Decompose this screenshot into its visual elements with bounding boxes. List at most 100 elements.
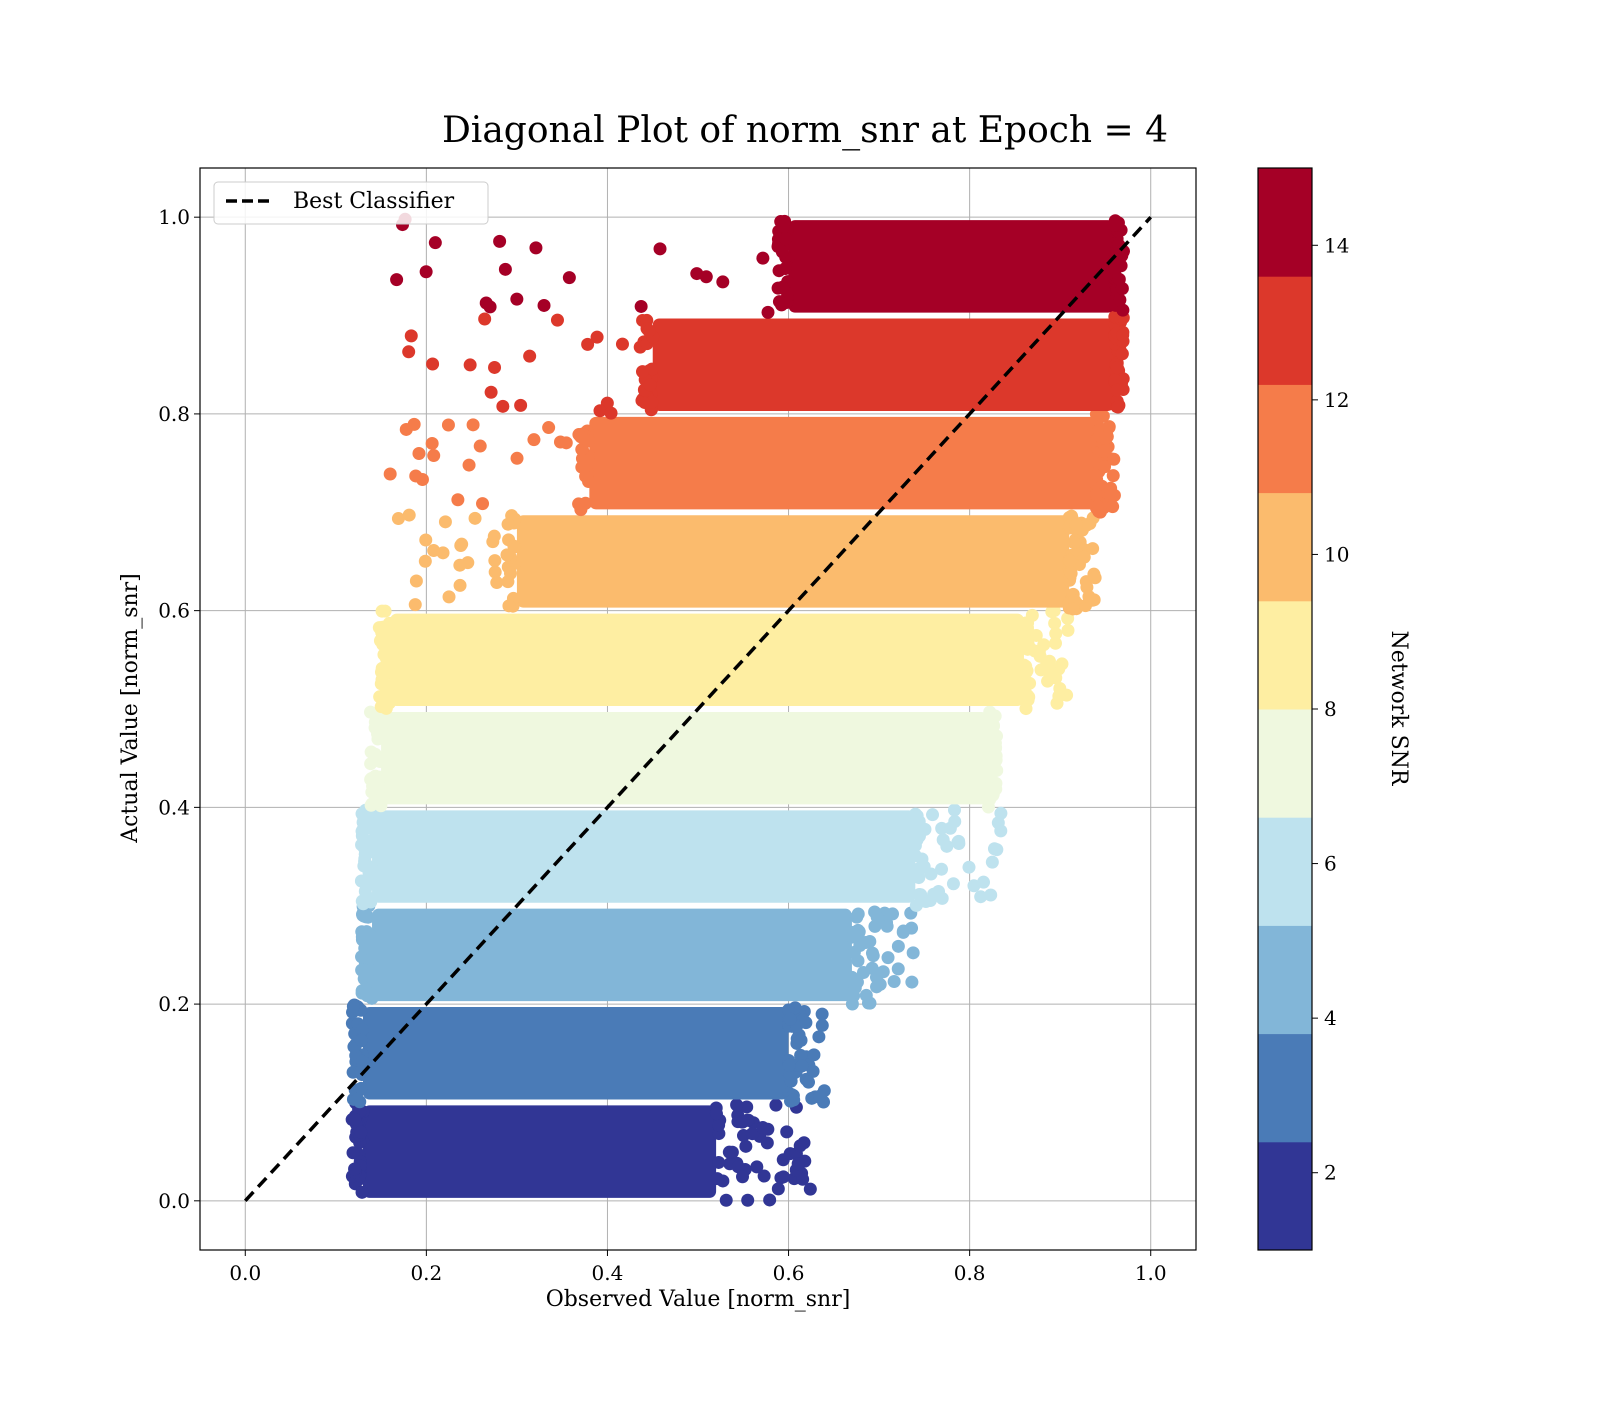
scatter-point: [390, 273, 404, 287]
scatter-point: [350, 1092, 364, 1106]
scatter-point: [962, 860, 976, 874]
scatter-point: [891, 939, 905, 953]
scatter-point: [891, 962, 905, 976]
scatter-point: [1082, 590, 1096, 604]
scatter-point: [383, 467, 397, 481]
colorbar-segment: [1258, 492, 1312, 602]
scatter-point: [948, 814, 962, 828]
scatter-point: [523, 349, 537, 363]
plot-area: [199, 167, 1197, 1251]
scatter-point: [653, 242, 667, 256]
scatter-point: [1017, 658, 1031, 672]
scatter-point: [984, 738, 998, 752]
colorbar-segment: [1258, 817, 1312, 926]
scatter-point: [1108, 373, 1122, 387]
scatter-point: [1061, 623, 1075, 637]
scatter-point: [412, 446, 426, 460]
scatter-point: [1086, 542, 1100, 556]
scatter-point: [881, 951, 895, 965]
scatter-point: [796, 1172, 810, 1186]
colorbar-ticks: 2 4 6 8 10 12 14: [1312, 233, 1349, 1185]
scatter-point: [1060, 688, 1074, 702]
scatter-point: [442, 590, 456, 604]
scatter-point: [500, 548, 514, 562]
x-axis-ticks: 0.0 0.2 0.4 0.6 0.8 1.0: [229, 1250, 1167, 1285]
scatter-point: [354, 1081, 368, 1095]
scatter-point: [436, 546, 450, 560]
scatter-point: [490, 576, 504, 590]
scatter-point: [418, 554, 432, 568]
scatter-point: [769, 1098, 783, 1112]
scatter-point: [793, 1139, 807, 1153]
colorbar-tick-label: 2: [1324, 1161, 1337, 1185]
scatter-point: [348, 1112, 362, 1126]
scatter-point: [1106, 469, 1120, 483]
scatter-point: [1090, 487, 1104, 501]
scatter-point: [815, 1018, 829, 1032]
scatter-point: [1108, 261, 1122, 275]
scatter-point: [910, 833, 924, 847]
scatter-point: [514, 398, 528, 412]
scatter-point: [360, 925, 374, 939]
scatter-point: [581, 337, 595, 351]
scatter-point: [863, 934, 877, 948]
scatter-point: [488, 554, 502, 568]
scatter-point: [845, 970, 859, 984]
scatter-core: [652, 318, 1115, 411]
scatter-point: [355, 986, 369, 1000]
scatter-point: [1021, 636, 1035, 650]
scatter-point: [1077, 550, 1091, 564]
scatter-point: [502, 599, 516, 613]
scatter-point: [634, 299, 648, 313]
scatter-point: [360, 968, 374, 982]
scatter-point: [802, 1075, 816, 1089]
scatter-point: [761, 305, 775, 319]
scatter-point: [795, 1059, 809, 1073]
scatter-point: [974, 890, 988, 904]
colorbar-tick-label: 10: [1324, 542, 1349, 566]
scatter-point: [906, 946, 920, 960]
scatter-point: [501, 517, 515, 531]
scatter-point: [994, 824, 1008, 838]
scatter-point: [391, 512, 405, 526]
scatter-point: [553, 435, 567, 449]
chart-title: Diagonal Plot of norm_snr at Epoch = 4: [442, 110, 1168, 151]
scatter-point: [510, 292, 524, 306]
scatter-band: [355, 899, 920, 1011]
scatter-point: [896, 925, 910, 939]
scatter-point: [1067, 536, 1081, 550]
colorbar-segment: [1258, 709, 1312, 818]
scatter-point: [365, 951, 379, 965]
scatter-point: [1108, 218, 1122, 232]
scatter-point: [845, 997, 859, 1011]
scatter-point: [1116, 328, 1130, 342]
scatter-point: [778, 262, 792, 276]
best-classifier-line: [243, 215, 1153, 1203]
scatter-point: [772, 295, 786, 309]
scatter-point: [909, 898, 923, 912]
scatter-point: [967, 879, 981, 893]
scatter-point: [947, 803, 961, 817]
scatter-point: [488, 565, 502, 579]
scatter-point: [1045, 605, 1059, 619]
scatter-point: [1115, 282, 1129, 296]
scatter-point: [1108, 252, 1122, 266]
scatter-point: [757, 1169, 771, 1183]
scatter-point: [852, 925, 866, 939]
scatter-point: [799, 1016, 813, 1030]
scatter-point: [346, 999, 360, 1013]
scatter-point: [478, 312, 492, 326]
scatter-point: [453, 558, 467, 572]
colorbar-tick-label: 8: [1324, 697, 1337, 721]
scatter-point: [985, 782, 999, 796]
scatter-band: [354, 803, 1008, 912]
scatter-point: [364, 772, 378, 786]
scatter-point: [794, 1048, 808, 1062]
scatter-point: [756, 1121, 770, 1135]
scatter-point: [507, 539, 521, 553]
scatter-core: [516, 515, 1070, 608]
scatter-point: [404, 329, 418, 343]
scatter-point: [740, 1113, 754, 1127]
scatter-point: [739, 1139, 753, 1153]
